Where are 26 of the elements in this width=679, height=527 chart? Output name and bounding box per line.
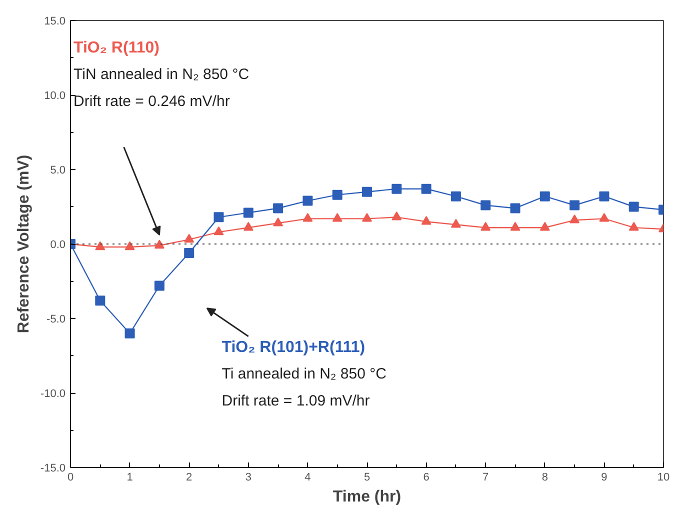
x-tick-label: 5	[364, 472, 370, 484]
x-tick-label: 10	[657, 472, 670, 484]
x-tick-label: 8	[542, 472, 548, 484]
y-tick-label: 15.0	[44, 16, 66, 28]
x-tick-label: 0	[67, 472, 74, 484]
y-tick-label: -15.0	[40, 462, 66, 474]
text: TiO₂ R(101)+R(111)	[222, 338, 366, 356]
annotation: Drift rate = 0.246 mV/hr	[74, 92, 230, 110]
x-axis-title: Time (hr)	[332, 488, 402, 506]
x-tick-label: 4	[304, 472, 311, 484]
x-tick-label: 7	[482, 472, 489, 484]
x-tick-label: 2	[186, 472, 192, 484]
x-tick-label: 3	[245, 472, 252, 484]
y-tick-label: 5.0	[50, 164, 66, 176]
x-tick-label: 9	[601, 472, 608, 484]
y-tick-label: 10.0	[44, 90, 66, 102]
x-tick-label: 6	[423, 472, 430, 484]
annotation: Drift rate = 1.09 mV/hr	[222, 392, 370, 410]
y-axis-title: Reference Voltage (mV)	[15, 154, 32, 334]
x-tick-label: 1	[126, 472, 133, 484]
y-tick-label: 0.0	[50, 239, 66, 251]
text: TiO₂ R(110)	[74, 39, 160, 56]
y-tick-label: -5.0	[46, 314, 66, 326]
y-tick-label: -10.0	[40, 388, 66, 400]
annotation: Ti annealed in N₂ 850 °C	[222, 366, 387, 383]
annotation: TiN annealed in N₂ 850 °C	[74, 66, 250, 84]
